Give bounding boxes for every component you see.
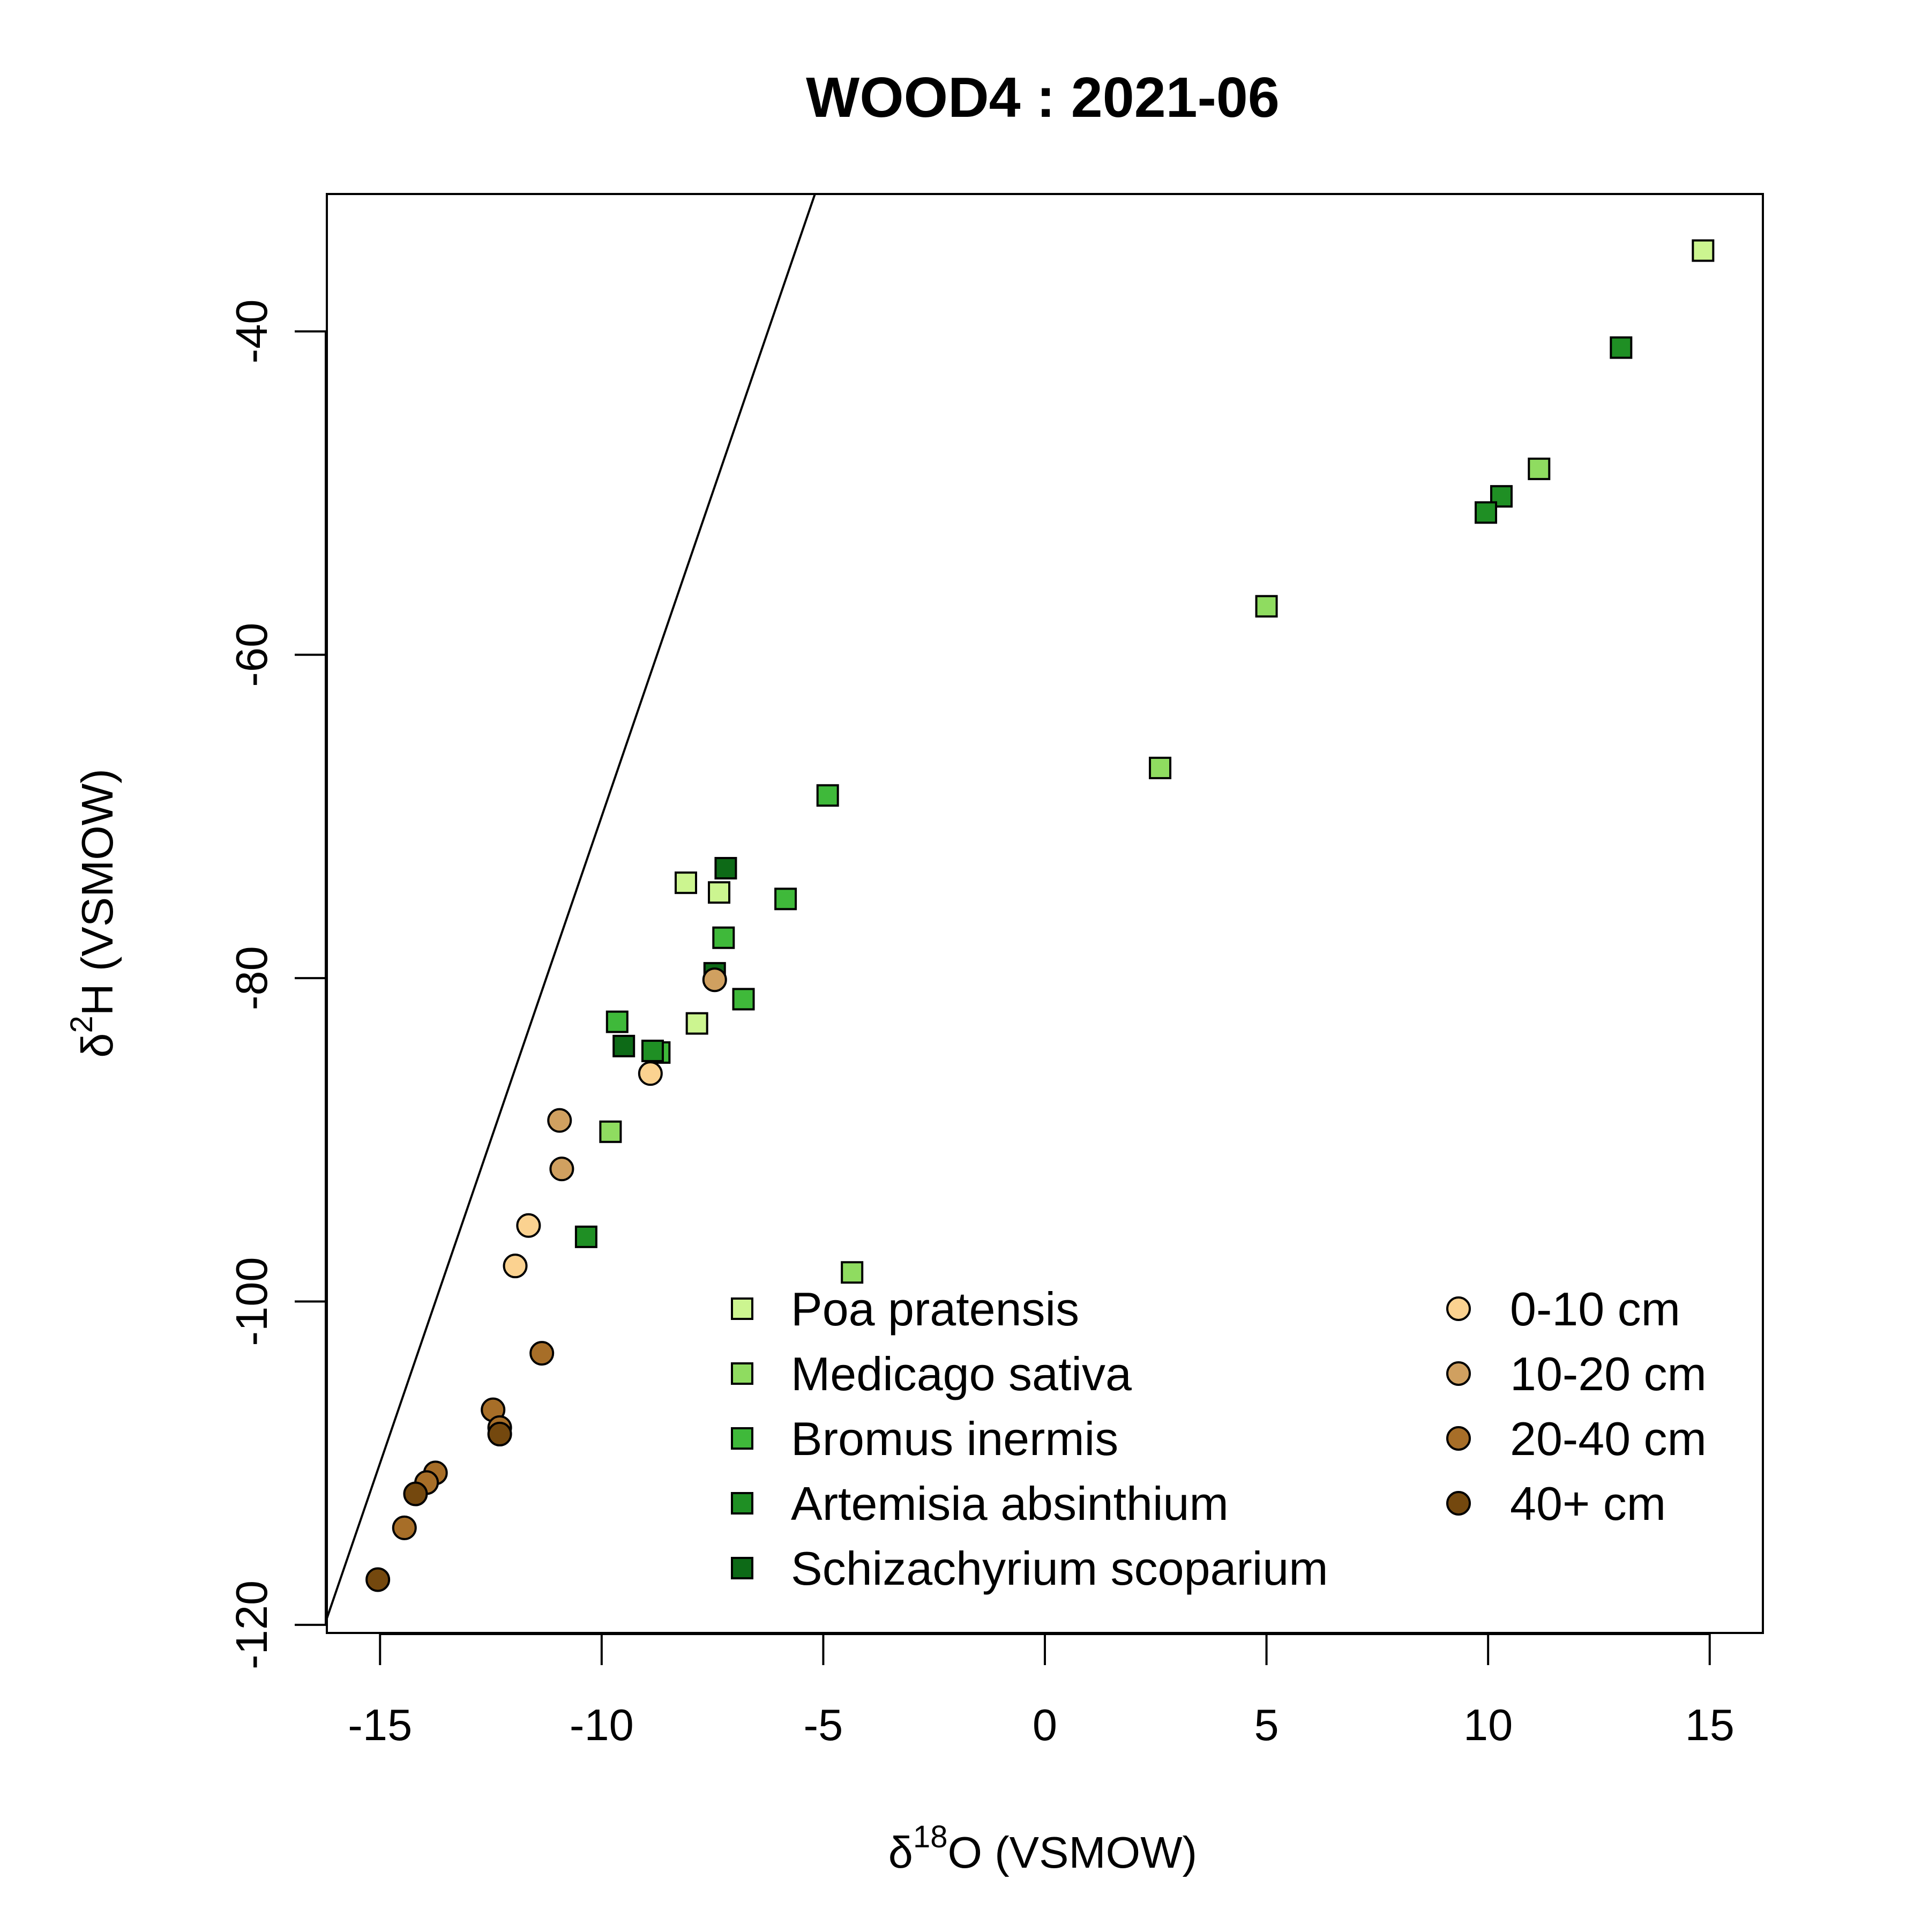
y-axis: -120 -100 -80 -60 -40 [227,299,327,1669]
legend-label: Medicago sativa [791,1347,1132,1400]
data-point [392,1515,417,1540]
data-point [841,1261,864,1284]
legend-label: 20-40 cm [1510,1412,1707,1465]
legend-item-medicago-sativa: Medicago sativa [731,1347,1132,1400]
y-tick-label: -120 [227,1580,276,1669]
x-axis: -15 -10 -5 0 5 10 15 [348,1633,1734,1750]
y-axis-label: δ2H (VSMOW) [64,769,122,1058]
legend-item-20-40-cm: 20-40 cm [1446,1412,1707,1465]
legend-swatch [1446,1296,1471,1321]
legend-swatch [731,1362,753,1385]
data-point [1610,336,1633,359]
data-point [675,871,697,894]
x-axis-label: δ18O (VSMOW) [888,1819,1197,1877]
y-tick-label: -80 [227,946,276,1010]
legend-swatch [731,1492,753,1515]
data-point [605,1010,629,1033]
plot-area [327,194,1715,1619]
legend-label: 10-20 cm [1510,1347,1707,1400]
data-point [503,1254,528,1279]
x-axis-label-superscript: 18 [913,1819,948,1854]
data-point [547,1108,572,1133]
x-tick-label: 0 [1033,1700,1057,1750]
series-10-20-cm [547,967,727,1182]
chart-title: WOOD4 : 2021-06 [806,66,1280,129]
data-point [529,1341,555,1366]
legend-swatch [1446,1361,1471,1386]
legend-item-poa-pratensis: Poa pratensis [731,1282,1079,1336]
data-point [702,967,727,993]
data-point [574,1225,597,1248]
x-tick-label: -10 [570,1700,634,1750]
y-tick-label: -60 [227,623,276,687]
data-point [549,1157,574,1182]
data-point [638,1061,663,1086]
data-point [599,1120,622,1143]
legend-label: Bromus inermis [791,1412,1118,1465]
data-point [1692,239,1715,262]
legend-label: Artemisia absinthium [791,1477,1229,1530]
data-point [816,784,839,807]
data-point [685,1012,708,1035]
y-axis-label-main: H (VSMOW) [72,769,122,1016]
data-point [714,857,737,880]
data-point [365,1567,391,1592]
legend-item-0-10-cm: 0-10 cm [1446,1282,1680,1336]
legend-swatch [731,1427,753,1450]
series-medicago-sativa [599,457,1551,1284]
legend-swatch [1446,1426,1471,1451]
x-tick-label: 10 [1463,1700,1513,1750]
data-point [732,988,755,1011]
y-axis-label-superscript: 2 [64,1016,99,1033]
series-0-10-cm [503,1061,663,1279]
data-point [403,1481,428,1506]
y-tick-label: -40 [227,299,276,363]
legend-swatch [731,1557,753,1579]
legend-item-bromus-inermis: Bromus inermis [731,1412,1118,1465]
data-point [1255,595,1278,618]
data-point [612,1034,635,1057]
legend-label: 0-10 cm [1510,1282,1680,1336]
y-axis-label-prefix: δ [72,1033,122,1058]
series-poa-pratensis [675,239,1715,1035]
data-point [1490,485,1513,508]
x-tick-label: 15 [1685,1700,1734,1750]
legend-label: Poa pratensis [791,1282,1079,1336]
data-point [1528,457,1551,480]
data-point [641,1039,664,1062]
legend-item-10-20-cm: 10-20 cm [1446,1347,1707,1400]
x-axis-label-main: O (VSMOW) [948,1827,1198,1877]
data-point [712,926,735,949]
series-20-40-cm [392,1341,555,1540]
x-axis-label-prefix: δ [888,1827,913,1877]
legend-item-artemisia-absinthium: Artemisia absinthium [731,1477,1229,1530]
data-point [1149,756,1172,779]
data-point [708,881,731,904]
data-point [1475,501,1498,524]
data-point [516,1213,541,1238]
legend-label: Schizachyrium scoparium [791,1542,1328,1595]
series-40-cm [365,1421,512,1592]
legend-item-schizachyrium-scoparium: Schizachyrium scoparium [731,1542,1328,1595]
legend-swatch [1446,1491,1471,1516]
x-tick-label: -15 [348,1700,412,1750]
legend: Poa pratensis Medicago sativa Bromus inerm… [731,1282,1707,1595]
x-tick-label: -5 [804,1700,843,1750]
data-point [487,1421,512,1446]
reference-line [327,194,817,1619]
data-point [774,887,797,911]
series-artemisia-absinthium [574,336,1633,1248]
legend-swatch [731,1297,753,1320]
legend-label: 40+ cm [1510,1477,1666,1530]
x-tick-label: 5 [1254,1700,1278,1750]
y-tick-label: -100 [227,1257,276,1346]
legend-item-40-cm: 40+ cm [1446,1477,1666,1530]
